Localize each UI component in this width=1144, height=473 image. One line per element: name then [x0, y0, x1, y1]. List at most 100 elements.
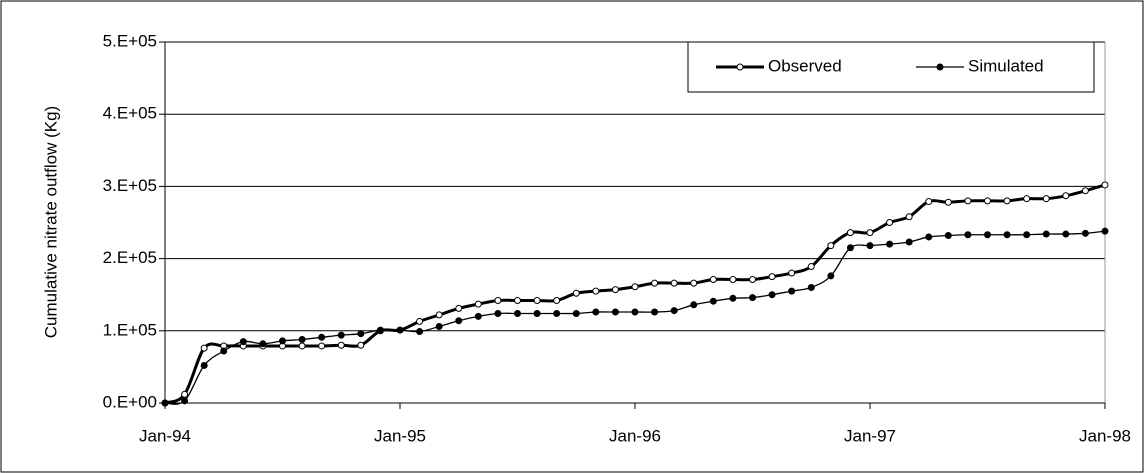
data-point	[729, 276, 737, 284]
y-tick-label: 1.E+05	[103, 320, 157, 339]
data-point	[925, 233, 933, 241]
data-point	[337, 341, 345, 349]
data-point	[553, 296, 561, 304]
data-point	[1023, 231, 1031, 239]
data-point	[572, 289, 580, 297]
data-point	[690, 301, 698, 309]
data-point	[416, 328, 424, 336]
data-point	[690, 279, 698, 287]
data-point	[494, 309, 502, 317]
data-point	[944, 198, 952, 206]
data-point	[298, 335, 306, 343]
data-point	[494, 296, 502, 304]
data-point	[337, 331, 345, 339]
data-point	[455, 304, 463, 312]
data-point	[709, 276, 717, 284]
data-point	[200, 344, 208, 352]
y-axis-label: Cumulative nitrate outflow (Kg)	[41, 106, 60, 338]
y-tick-label: 0.E+00	[103, 392, 157, 411]
y-tick-label: 5.E+05	[103, 31, 157, 50]
data-point	[455, 317, 463, 325]
data-point	[905, 238, 913, 246]
legend-label: Observed	[768, 56, 842, 75]
data-point	[807, 283, 815, 291]
data-point	[1062, 230, 1070, 238]
y-tick-label: 3.E+05	[103, 176, 157, 195]
data-point	[592, 308, 600, 316]
data-point	[200, 361, 208, 369]
data-point	[259, 340, 267, 348]
data-point	[239, 338, 247, 346]
data-point	[514, 296, 521, 304]
x-tick-label: Jan-98	[1079, 426, 1131, 445]
data-point	[984, 231, 991, 239]
data-point	[827, 242, 835, 250]
y-tick-label: 4.E+05	[103, 104, 157, 123]
data-point	[788, 269, 796, 277]
data-point	[1101, 181, 1109, 189]
data-point	[846, 229, 854, 237]
data-point	[474, 312, 482, 320]
data-point	[709, 297, 717, 305]
data-point	[886, 219, 894, 226]
x-tick-label: Jan-95	[374, 426, 426, 445]
data-point	[376, 326, 384, 334]
data-point	[768, 291, 776, 299]
data-point	[788, 287, 796, 295]
data-point	[749, 294, 756, 302]
data-point	[318, 333, 326, 341]
legend-label: Simulated	[968, 56, 1044, 75]
data-point	[435, 322, 443, 330]
data-point	[964, 197, 972, 205]
data-point	[670, 307, 678, 315]
data-point	[768, 273, 776, 281]
data-point	[533, 309, 541, 317]
data-point	[846, 244, 854, 252]
data-point	[161, 399, 169, 407]
data-point	[611, 308, 619, 316]
x-tick-label: Jan-97	[844, 426, 896, 445]
data-point	[866, 242, 874, 250]
data-point	[631, 283, 639, 291]
data-point	[279, 337, 286, 345]
data-point	[396, 326, 404, 334]
data-point	[1081, 187, 1089, 195]
data-point	[416, 317, 424, 325]
x-tick-label: Jan-94	[139, 426, 191, 445]
data-point	[435, 311, 443, 319]
data-point	[1081, 229, 1089, 237]
data-point	[749, 276, 756, 284]
data-point	[925, 198, 933, 206]
data-point	[553, 309, 561, 317]
data-point	[1023, 195, 1031, 203]
data-point	[729, 294, 737, 302]
data-point	[807, 263, 815, 271]
data-point	[318, 342, 326, 350]
data-point	[357, 330, 365, 338]
data-point	[1101, 227, 1109, 235]
legend-marker	[736, 63, 744, 71]
data-point	[886, 240, 894, 248]
data-point	[1003, 231, 1011, 239]
data-point	[220, 347, 228, 355]
data-point	[181, 397, 189, 405]
data-point	[1003, 197, 1011, 205]
data-point	[964, 231, 972, 239]
data-point	[298, 342, 306, 350]
legend-marker	[936, 63, 944, 71]
data-point	[181, 390, 189, 398]
data-point	[533, 296, 541, 304]
data-point	[905, 213, 913, 221]
data-point	[572, 309, 580, 317]
data-point	[944, 231, 952, 239]
data-point	[651, 279, 659, 287]
data-point	[866, 229, 874, 237]
data-point	[670, 279, 678, 287]
data-point	[357, 341, 365, 349]
data-point	[514, 309, 521, 317]
data-point	[651, 308, 659, 316]
data-point	[611, 286, 619, 294]
data-point	[631, 308, 639, 316]
